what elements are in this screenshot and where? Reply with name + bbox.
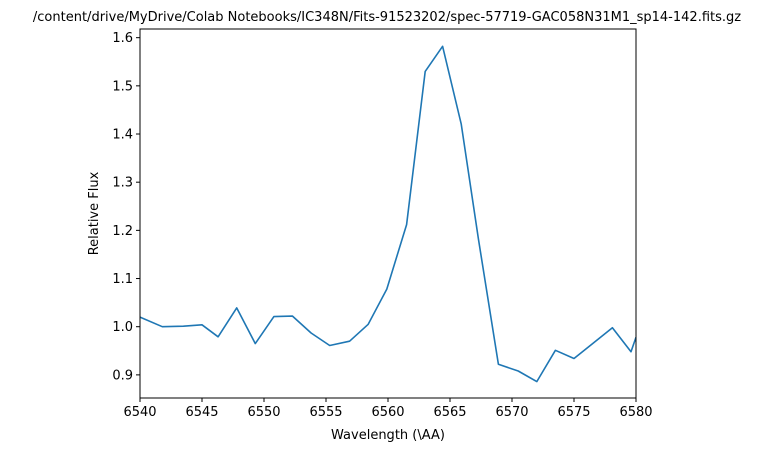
y-axis-label: Relative Flux xyxy=(87,171,102,255)
plot-area xyxy=(140,45,636,383)
y-tick-label: 1.2 xyxy=(112,224,133,239)
y-tick-label: 1.3 xyxy=(112,176,133,191)
x-tick-label: 6550 xyxy=(247,405,280,420)
x-tick-label: 6570 xyxy=(495,405,528,420)
x-tick-label: 6540 xyxy=(123,405,156,420)
x-tick-label: 6560 xyxy=(371,405,404,420)
x-axis-label: Wavelength (\AA) xyxy=(331,428,445,443)
x-tick-label: 6580 xyxy=(619,405,652,420)
y-axis: 0.9 1.0 1.1 1.2 1.3 1.4 1.5 1.6 xyxy=(112,31,140,383)
x-tick-label: 6555 xyxy=(309,405,342,420)
x-tick-label: 6565 xyxy=(433,405,466,420)
y-tick-label: 0.9 xyxy=(112,368,133,383)
y-tick-label: 1.0 xyxy=(112,320,133,335)
chart-title: /content/drive/MyDrive/Colab Notebooks/I… xyxy=(33,10,741,25)
series-line-0 xyxy=(140,45,636,383)
y-tick-label: 1.6 xyxy=(112,31,133,46)
y-tick-label: 1.4 xyxy=(112,128,133,143)
x-tick-label: 6545 xyxy=(185,405,218,420)
x-axis: 6540 6545 6550 6555 6560 6565 6570 6575 6580 xyxy=(123,398,653,420)
plot-frame xyxy=(139,28,637,399)
x-tick-label: 6575 xyxy=(557,405,590,420)
y-tick-label: 1.1 xyxy=(112,272,133,287)
y-tick-label: 1.5 xyxy=(112,79,133,94)
